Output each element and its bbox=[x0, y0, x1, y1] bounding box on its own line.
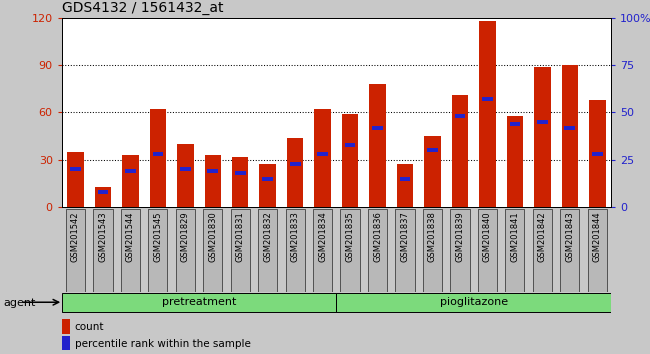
Bar bbox=[153, 152, 163, 156]
Bar bbox=[337, 293, 611, 312]
Text: GSM201841: GSM201841 bbox=[510, 211, 519, 262]
Bar bbox=[313, 209, 332, 292]
Bar bbox=[341, 209, 359, 292]
Text: GDS4132 / 1561432_at: GDS4132 / 1561432_at bbox=[62, 1, 223, 15]
Bar bbox=[125, 169, 136, 173]
Bar bbox=[205, 155, 221, 207]
Bar bbox=[510, 122, 520, 126]
Bar bbox=[395, 209, 415, 292]
Text: agent: agent bbox=[3, 298, 36, 308]
Bar bbox=[452, 95, 468, 207]
Bar bbox=[231, 209, 250, 292]
Bar bbox=[588, 209, 607, 292]
Bar bbox=[98, 190, 109, 194]
Bar bbox=[564, 126, 575, 130]
Bar bbox=[148, 209, 168, 292]
Bar bbox=[62, 319, 70, 333]
Bar bbox=[176, 209, 195, 292]
Bar bbox=[589, 100, 606, 207]
Bar bbox=[121, 209, 140, 292]
Bar bbox=[180, 167, 190, 171]
Bar bbox=[263, 177, 273, 181]
Bar bbox=[423, 209, 442, 292]
Bar bbox=[505, 209, 525, 292]
Bar bbox=[122, 155, 138, 207]
Bar bbox=[454, 114, 465, 118]
Bar bbox=[62, 293, 337, 312]
Bar bbox=[537, 120, 548, 124]
Bar bbox=[66, 209, 85, 292]
Text: pretreatment: pretreatment bbox=[162, 297, 236, 307]
Bar bbox=[94, 209, 112, 292]
Bar bbox=[592, 152, 603, 156]
Bar bbox=[95, 187, 111, 207]
Bar bbox=[506, 115, 523, 207]
Text: GSM201844: GSM201844 bbox=[593, 211, 602, 262]
Text: count: count bbox=[75, 322, 104, 332]
Text: GSM201832: GSM201832 bbox=[263, 211, 272, 262]
Text: GSM201840: GSM201840 bbox=[483, 211, 492, 262]
Text: GSM201835: GSM201835 bbox=[346, 211, 355, 262]
Bar bbox=[372, 126, 383, 130]
Text: GSM201543: GSM201543 bbox=[98, 211, 107, 262]
Bar bbox=[203, 209, 222, 292]
Bar bbox=[232, 156, 248, 207]
Bar bbox=[396, 165, 413, 207]
Bar bbox=[562, 65, 578, 207]
Bar bbox=[235, 171, 246, 175]
Bar bbox=[259, 165, 276, 207]
Bar bbox=[369, 84, 386, 207]
Bar bbox=[287, 138, 304, 207]
Text: GSM201837: GSM201837 bbox=[400, 211, 410, 262]
Bar bbox=[290, 161, 300, 166]
Bar bbox=[62, 336, 70, 350]
Bar bbox=[424, 136, 441, 207]
Bar bbox=[317, 152, 328, 156]
Bar bbox=[258, 209, 278, 292]
Bar bbox=[560, 209, 579, 292]
Text: percentile rank within the sample: percentile rank within the sample bbox=[75, 338, 251, 349]
Text: GSM201838: GSM201838 bbox=[428, 211, 437, 262]
Text: GSM201830: GSM201830 bbox=[208, 211, 217, 262]
Text: GSM201834: GSM201834 bbox=[318, 211, 327, 262]
Bar bbox=[427, 148, 438, 152]
Bar bbox=[285, 209, 305, 292]
Bar bbox=[344, 143, 356, 147]
Bar bbox=[482, 97, 493, 101]
Text: GSM201545: GSM201545 bbox=[153, 211, 162, 262]
Bar bbox=[150, 109, 166, 207]
Text: GSM201839: GSM201839 bbox=[456, 211, 465, 262]
Text: GSM201842: GSM201842 bbox=[538, 211, 547, 262]
Text: GSM201829: GSM201829 bbox=[181, 211, 190, 262]
Bar bbox=[67, 152, 84, 207]
Text: GSM201544: GSM201544 bbox=[126, 211, 135, 262]
Text: GSM201833: GSM201833 bbox=[291, 211, 300, 262]
Bar bbox=[533, 209, 552, 292]
Text: GSM201836: GSM201836 bbox=[373, 211, 382, 262]
Text: pioglitazone: pioglitazone bbox=[439, 297, 508, 307]
Bar bbox=[400, 177, 410, 181]
Bar bbox=[368, 209, 387, 292]
Bar bbox=[479, 21, 496, 207]
Bar bbox=[342, 114, 358, 207]
Bar bbox=[450, 209, 469, 292]
Bar bbox=[478, 209, 497, 292]
Bar bbox=[534, 67, 551, 207]
Bar bbox=[70, 167, 81, 171]
Text: GSM201843: GSM201843 bbox=[566, 211, 575, 262]
Text: GSM201542: GSM201542 bbox=[71, 211, 80, 262]
Bar bbox=[207, 169, 218, 173]
Bar bbox=[177, 144, 194, 207]
Text: GSM201831: GSM201831 bbox=[236, 211, 245, 262]
Bar bbox=[315, 109, 331, 207]
